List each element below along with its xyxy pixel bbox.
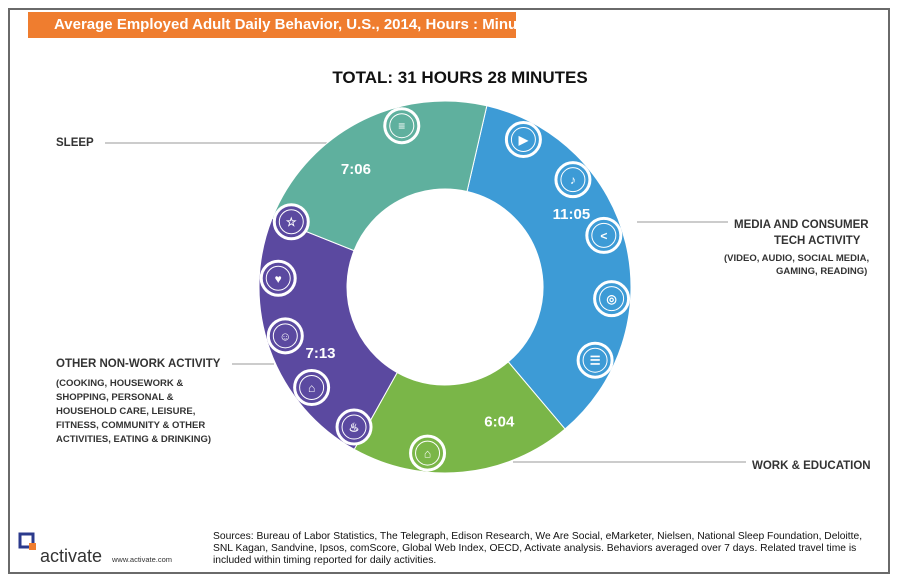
share-icon: < bbox=[585, 216, 623, 254]
svg-text:⌂: ⌂ bbox=[424, 447, 431, 461]
svg-text:≡: ≡ bbox=[398, 119, 405, 133]
education-icon: ⌂ bbox=[409, 434, 447, 472]
media-label-line1: MEDIA AND CONSUMER bbox=[734, 219, 869, 231]
logo-url: www.activate.com bbox=[112, 555, 173, 564]
sleep-value-label: 7:06 bbox=[341, 161, 371, 178]
audio-icon: ♪ bbox=[554, 161, 592, 199]
svg-text:◎: ◎ bbox=[606, 292, 617, 306]
video-icon: ▶ bbox=[504, 121, 542, 159]
media-sublabel-line2: GAMING, READING) bbox=[776, 266, 868, 277]
svg-text:☰: ☰ bbox=[590, 354, 601, 368]
media-value-label: 11:05 bbox=[553, 206, 591, 223]
other-sublabel-line3: HOUSEHOLD CARE, LEISURE, bbox=[56, 406, 196, 417]
personal-care-icon: ☺ bbox=[266, 317, 304, 355]
chart-title: TOTAL: 31 HOURS 28 MINUTES bbox=[332, 68, 588, 87]
gamepad-icon: ◎ bbox=[593, 280, 631, 318]
media-sublabel-line1: (VIDEO, AUDIO, SOCIAL MEDIA, bbox=[724, 253, 870, 264]
other-sublabel-line1: (COOKING, HOUSEWORK & bbox=[56, 378, 184, 389]
logo-text: activate bbox=[40, 546, 103, 566]
sources-note: Sources: Bureau of Labor Statistics, The… bbox=[213, 531, 893, 567]
reading-icon: ☰ bbox=[576, 341, 614, 379]
other-sublabel-line2: SHOPPING, PERSONAL & bbox=[56, 392, 174, 403]
svg-text:⌂: ⌂ bbox=[308, 381, 315, 395]
other-label: OTHER NON-WORK ACTIVITY bbox=[56, 358, 221, 370]
svg-text:☺: ☺ bbox=[279, 329, 291, 343]
media-label-line2: TECH ACTIVITY bbox=[774, 235, 861, 247]
housework-icon: ⌂ bbox=[293, 369, 331, 407]
other-sublabel-line4: FITNESS, COMMUNITY & OTHER bbox=[56, 420, 206, 431]
svg-text:♨: ♨ bbox=[349, 421, 360, 435]
svg-text:♪: ♪ bbox=[570, 173, 576, 187]
sleep-slice bbox=[271, 100, 488, 252]
fitness-icon: ☆ bbox=[272, 203, 310, 241]
sleep-label: SLEEP bbox=[56, 137, 94, 149]
svg-text:☆: ☆ bbox=[286, 215, 297, 229]
svg-text:▶: ▶ bbox=[518, 133, 529, 147]
bed-icon: ≡ bbox=[383, 107, 421, 145]
work-value-label: 6:04 bbox=[484, 413, 515, 430]
cooking-icon: ♨ bbox=[335, 408, 373, 446]
leisure-icon: ♥ bbox=[259, 259, 297, 297]
work-slice bbox=[353, 361, 566, 474]
label-connectors bbox=[105, 142, 746, 463]
other-sublabel-line5: ACTIVITIES, EATING & DRINKING) bbox=[56, 434, 211, 445]
svg-text:♥: ♥ bbox=[275, 272, 282, 286]
sources-line-2: SNL Kagan, Sandvine, Ipsos, comScore, Gl… bbox=[213, 543, 857, 554]
svg-text:<: < bbox=[600, 229, 607, 243]
sources-line-1: Sources: Bureau of Labor Statistics, The… bbox=[213, 531, 863, 542]
other-value-label: 7:13 bbox=[305, 345, 335, 362]
activate-logo-icon bbox=[18, 532, 36, 550]
sources-line-3: included within timing reported for dail… bbox=[213, 555, 437, 566]
work-label: WORK & EDUCATION bbox=[752, 460, 871, 472]
chart-banner: Average Employed Adult Daily Behavior, U… bbox=[28, 12, 539, 38]
